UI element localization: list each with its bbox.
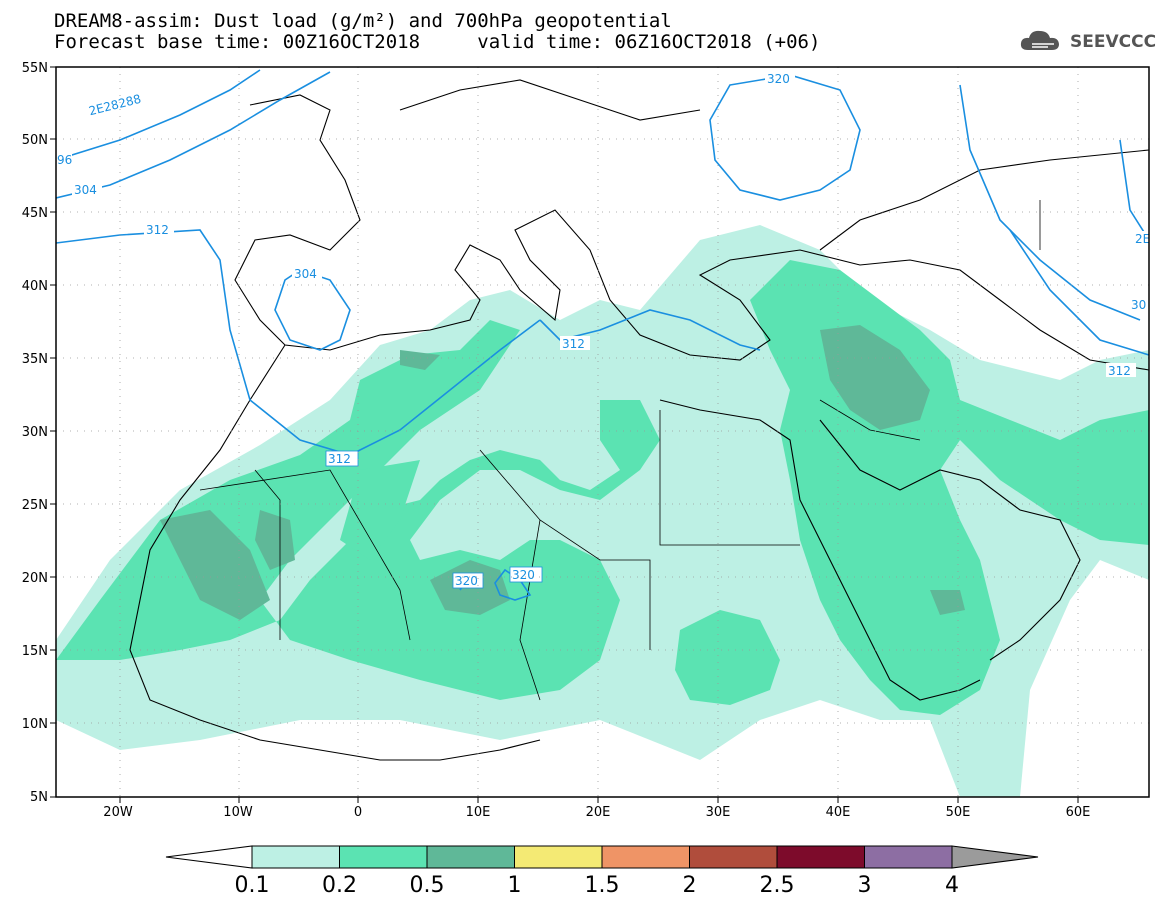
lat-label: 35N <box>22 352 48 367</box>
lat-label: 25N <box>22 498 48 513</box>
contour-label: 304 <box>74 183 97 197</box>
chart-subtitle: Forecast base time: 00Z16OCT2018 valid t… <box>54 33 820 52</box>
latitude-labels: 55N 50N 45N 40N 35N 30N 25N 20N 15N 10N … <box>22 61 48 805</box>
contour-label: 312 <box>328 452 351 466</box>
valid-time: valid time: 06Z16OCT2018 (+06) <box>477 31 821 53</box>
axis-ticks <box>50 66 1079 803</box>
lon-label: 20W <box>103 805 133 820</box>
contour-label: 2E <box>1135 232 1150 246</box>
contour-label: 30 <box>1131 298 1146 312</box>
lat-label: 45N <box>22 206 48 221</box>
dust-layer-dark <box>160 325 965 620</box>
borders <box>199 200 1041 701</box>
map-frame <box>55 66 1150 798</box>
coastlines <box>129 79 1149 761</box>
longitude-labels: 20W 10W 0 10E 20E 30E 40E 50E 60E <box>103 805 1090 820</box>
contour-label: 312 <box>1108 364 1131 378</box>
contour-label: 312 <box>146 223 169 237</box>
lat-label: 10N <box>22 717 48 732</box>
lat-label: 40N <box>22 279 48 294</box>
contour-label: 312 <box>562 337 585 351</box>
contour-label: 304 <box>294 267 317 281</box>
contour-label: 320 <box>512 568 535 582</box>
lon-label: 40E <box>826 805 851 820</box>
geopotential-contours <box>56 69 1149 601</box>
graticule <box>56 67 1149 797</box>
logo-text: SEEVCCC <box>1070 32 1157 52</box>
lat-label: 5N <box>30 790 48 805</box>
base-time: Forecast base time: 00Z16OCT2018 <box>54 31 421 53</box>
lat-label: 15N <box>22 644 48 659</box>
lon-label: 10E <box>466 805 491 820</box>
contour-label: 320 <box>767 72 790 86</box>
contour-label: 320 <box>455 574 478 588</box>
lon-label: 20E <box>586 805 611 820</box>
lat-label: 20N <box>22 571 48 586</box>
cloud-icon <box>1020 30 1059 50</box>
lat-label: 30N <box>22 425 48 440</box>
lat-label: 55N <box>22 61 48 76</box>
lon-label: 30E <box>706 805 731 820</box>
lon-label: 0 <box>354 805 362 820</box>
chart-title: DREAM8-assim: Dust load (g/m²) and 700hP… <box>54 10 672 32</box>
lon-label: 10W <box>223 805 253 820</box>
lon-label: 60E <box>1066 805 1091 820</box>
contour-label-group: 2E28288 96 304 312 304 312 312 320 320 3… <box>56 71 1150 589</box>
seevccc-logo: SEEVCCC <box>1018 26 1157 56</box>
lat-label: 50N <box>22 133 48 148</box>
lon-label: 50E <box>946 805 971 820</box>
contour-label: 96 <box>57 153 72 167</box>
